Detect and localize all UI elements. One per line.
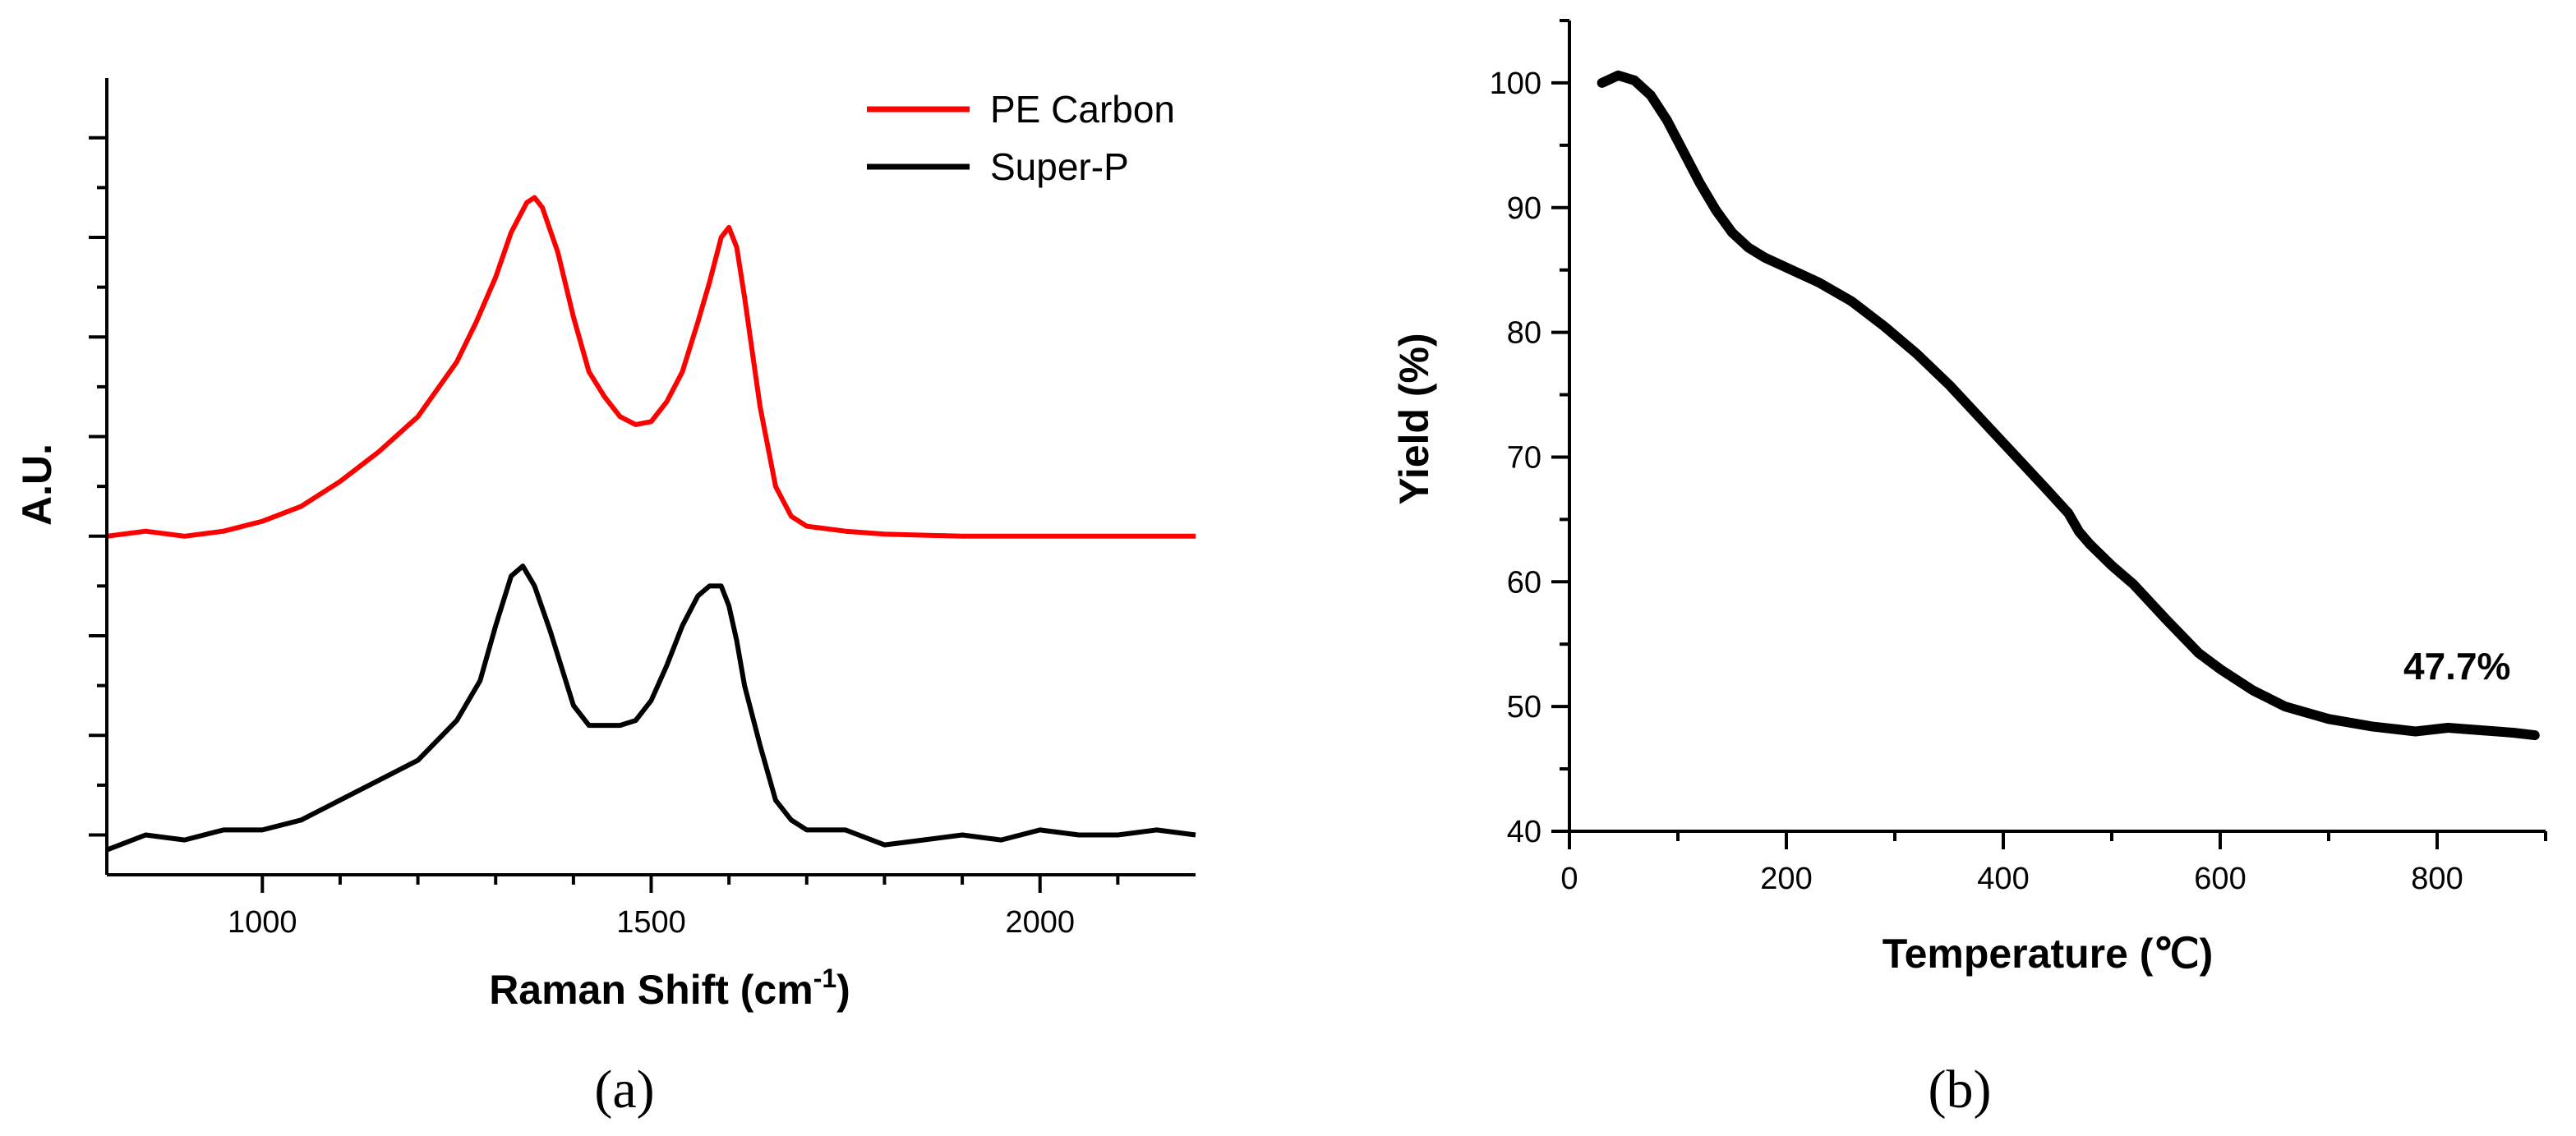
panel-label-b: (b) xyxy=(1929,1060,1992,1120)
panel-a-y-axis-title: A.U. xyxy=(14,444,60,526)
panel-b-x-axis-title: Temperature (℃) xyxy=(1882,931,2214,977)
panel-b-y-tick-label: 40 xyxy=(1507,815,1541,849)
panel-a-x-axis-title: Raman Shift (cm-1) xyxy=(489,964,850,1013)
panel-b-y-tick-label: 60 xyxy=(1507,565,1541,600)
panel-b-y-tick-label: 100 xyxy=(1490,67,1541,101)
panel-b-final-yield-annotation: 47.7% xyxy=(2403,645,2510,688)
panel-label-a: (a) xyxy=(594,1060,654,1120)
panel-b-x-tick-label: 600 xyxy=(2194,862,2246,896)
series-line-pe-carbon xyxy=(106,195,1196,539)
panel-a-x-tick-label: 1500 xyxy=(616,905,686,940)
panel-b-y-tick-label: 70 xyxy=(1507,440,1541,475)
panel-a-legend: PE Carbon Super-P xyxy=(867,88,1175,188)
panel-b-x-tick-label: 0 xyxy=(1560,862,1578,896)
panel-b-x-tick-label: 800 xyxy=(2411,862,2463,896)
panel-b-x-ticks: 0 200 400 600 800 xyxy=(1560,831,2547,896)
panel-b-y-ticks: 40 50 60 70 80 90 100 xyxy=(1490,19,1569,849)
panel-a-x-tick-label: 1000 xyxy=(228,905,297,940)
panel-b-y-axis-title: Yield (%) xyxy=(1391,333,1437,504)
legend-label-super-p: Super-P xyxy=(990,145,1129,188)
panel-a-x-tick-label: 2000 xyxy=(1005,905,1075,940)
panel-a-series-group xyxy=(105,195,1196,853)
panel-a-x-ticks: 1000 1500 2000 xyxy=(228,875,1120,940)
legend-label-pe-carbon: PE Carbon xyxy=(990,88,1175,131)
panel-a-y-ticks xyxy=(89,136,107,837)
panel-b-x-tick-label: 200 xyxy=(1760,862,1812,896)
panel-b-x-tick-label: 400 xyxy=(1977,862,2029,896)
series-line-yield xyxy=(1597,70,2540,741)
panel-b-series-group xyxy=(1597,70,2540,741)
panel-b-y-tick-label: 50 xyxy=(1507,690,1541,724)
panel-a-raman-chart: 1000 1500 2000 A.U. Raman Shift (cm-1) PE … xyxy=(14,78,1196,1120)
series-line-super-p xyxy=(105,563,1196,853)
panel-b-y-tick-label: 80 xyxy=(1507,316,1541,351)
panel-b-y-tick-label: 90 xyxy=(1507,191,1541,226)
